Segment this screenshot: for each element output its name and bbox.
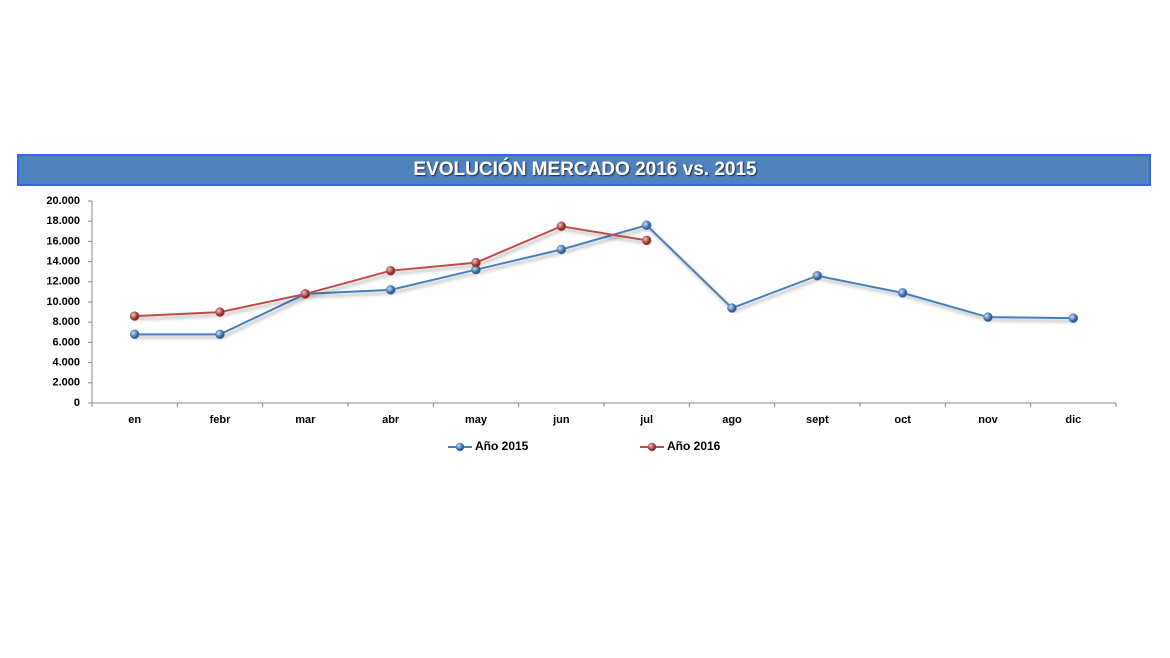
x-tick-label: sept bbox=[806, 414, 829, 426]
y-tick-label: 12.000 bbox=[46, 276, 80, 288]
y-tick-label: 16.000 bbox=[46, 235, 80, 247]
legend-marker bbox=[647, 442, 657, 452]
x-tick-label: nov bbox=[978, 414, 998, 426]
line bbox=[134, 224, 1074, 336]
x-tick-label: en bbox=[128, 414, 141, 426]
y-tick-label: 20.000 bbox=[46, 195, 80, 207]
y-tick-label: 6.000 bbox=[52, 336, 80, 348]
y-tick-label: 2.000 bbox=[52, 377, 80, 389]
y-tick-label: 0 bbox=[74, 397, 80, 409]
marker bbox=[641, 235, 652, 246]
marker bbox=[385, 285, 396, 295]
x-tick-label: dic bbox=[1065, 414, 1081, 426]
x-tick-label: abr bbox=[382, 414, 400, 426]
x-tick-label: ago bbox=[722, 414, 742, 426]
x-tick-label: mar bbox=[295, 414, 316, 426]
y-tick-label: 10.000 bbox=[46, 296, 80, 308]
marker bbox=[556, 221, 567, 231]
marker bbox=[1068, 313, 1079, 323]
legend-label: Año 2015 bbox=[475, 439, 529, 453]
series bbox=[129, 220, 1079, 340]
marker bbox=[727, 303, 737, 313]
series bbox=[129, 221, 652, 321]
chart-title: EVOLUCIÓN MERCADO 2016 vs. 2015 bbox=[413, 158, 757, 180]
legend-marker bbox=[455, 442, 465, 452]
marker bbox=[897, 288, 908, 298]
legend-label: Año 2016 bbox=[667, 439, 721, 453]
x-tick-label: oct bbox=[894, 414, 911, 426]
y-tick-label: 4.000 bbox=[52, 357, 80, 369]
marker bbox=[129, 311, 140, 321]
marker bbox=[300, 289, 311, 299]
marker bbox=[385, 265, 396, 276]
marker bbox=[556, 244, 567, 255]
x-tick-label: febr bbox=[210, 414, 232, 426]
marker bbox=[215, 329, 225, 340]
y-tick-label: 18.000 bbox=[46, 215, 80, 227]
y-tick-label: 8.000 bbox=[52, 316, 80, 328]
marker bbox=[471, 257, 481, 268]
marker bbox=[983, 312, 993, 322]
x-tick-label: jul bbox=[639, 414, 653, 426]
marker bbox=[129, 329, 140, 340]
x-tick-label: jun bbox=[552, 414, 570, 426]
y-tick-label: 14.000 bbox=[46, 256, 80, 268]
x-tick-label: may bbox=[465, 414, 488, 426]
title-bar bbox=[17, 154, 1151, 186]
marker bbox=[215, 307, 225, 317]
marker bbox=[641, 220, 652, 230]
marker bbox=[812, 270, 823, 281]
